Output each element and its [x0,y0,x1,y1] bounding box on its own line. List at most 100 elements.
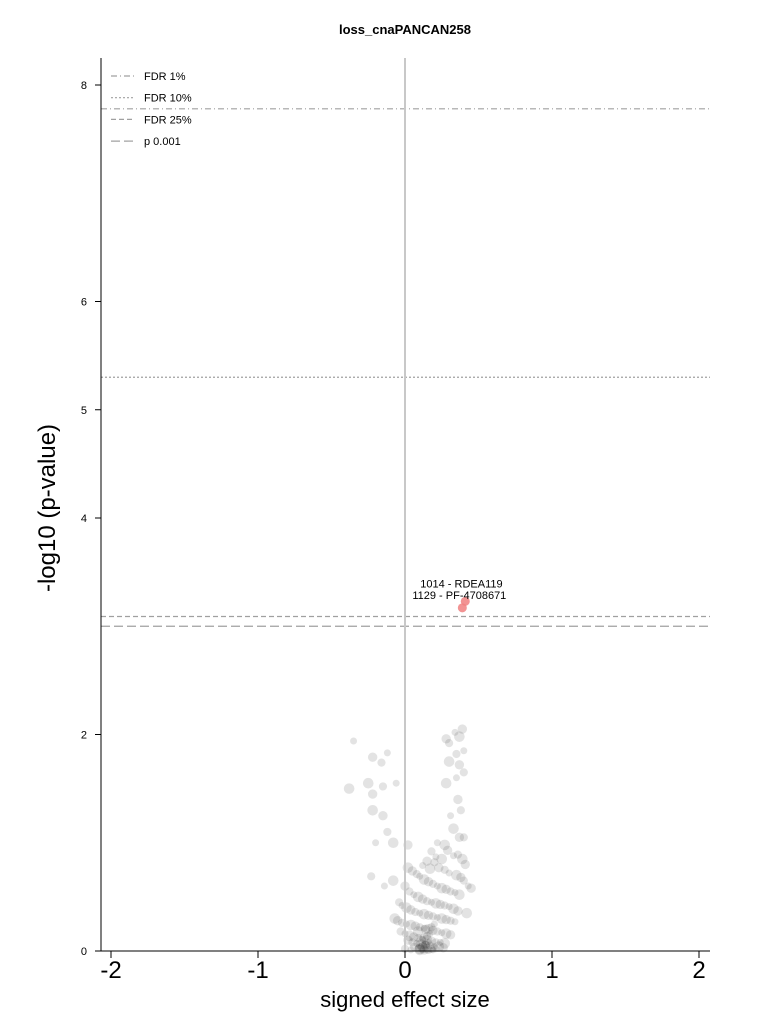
data-point [428,925,438,936]
data-point [423,877,434,887]
data-point [433,913,441,921]
data-point [387,837,399,849]
data-point [433,927,442,936]
data-point [414,944,422,952]
data-point [415,923,424,932]
data-point [410,891,418,899]
data-point [378,810,388,821]
x-axis-label: signed effect size [320,987,490,1012]
x-tick-label: 1 [545,957,558,984]
data-point [422,931,432,940]
data-point [404,930,415,942]
data-point [410,921,420,931]
data-point [412,891,424,903]
data-point [420,924,431,935]
data-point [448,823,459,834]
data-point [457,853,468,865]
data-point [457,724,468,734]
data-point [420,940,431,951]
data-point [430,858,439,867]
y-tick-label: 0 [81,946,87,958]
data-point [422,856,432,866]
x-axis-ticks: -2 -1 0 1 2 [100,951,706,984]
data-point [453,794,463,805]
data-point [447,812,455,820]
x-tick-label: -1 [247,957,268,984]
data-point [446,887,455,896]
data-point [459,768,468,777]
data-point [424,863,436,875]
data-point [443,756,455,767]
data-point [435,899,445,910]
data-point [431,938,440,947]
legend-label-3: p 0.001 [144,136,181,148]
data-point [452,774,460,782]
legend-label-2: FDR 25% [144,114,192,126]
data-point [407,946,415,954]
data-point [389,913,401,924]
data-point [413,939,421,947]
data-point [401,902,412,913]
data-point [442,845,453,856]
data-point [419,945,429,955]
data-point [445,739,454,748]
data-point [451,869,462,881]
data-point [436,913,448,924]
legend-label-1: FDR 10% [144,93,192,105]
data-point [451,728,459,736]
data-point [438,929,446,937]
data-point [407,866,418,876]
data-point [440,865,449,874]
data-point [425,938,433,946]
y-tick-label: 4 [81,513,87,525]
data-point [460,859,470,870]
data-point [378,782,388,791]
data-point [445,869,453,877]
data-point [432,853,440,861]
data-point [419,861,427,869]
data-point [434,862,444,873]
data-point [445,903,453,911]
data-point [430,898,442,909]
point-annotation-1: 1129 - PF-4708671 [412,590,506,602]
data-point [377,758,386,767]
data-point [427,898,435,906]
data-point [451,918,459,926]
data-point [433,941,445,952]
data-point [439,938,450,949]
data-point [423,910,434,920]
data-point [446,916,455,925]
data-point [428,912,438,921]
data-point [372,839,380,847]
data-point [454,731,465,742]
data-point [420,924,428,932]
data-point [454,760,465,770]
legend: FDR 1% FDR 10% FDR 25% p 0.001 [111,71,192,148]
data-point [419,935,427,943]
data-point [429,946,437,954]
data-point [424,945,433,955]
data-point [387,875,399,886]
data-point [452,749,461,759]
data-point [406,905,416,915]
data-point [343,783,355,794]
data-point [430,920,438,928]
data-point [367,804,378,816]
data-point [405,919,417,931]
data-point [460,747,468,755]
data-point [416,909,424,917]
data-point [433,882,441,890]
y-tick-label: 6 [81,297,87,309]
data-point [409,932,419,942]
data-point [453,906,463,916]
data-point [418,874,430,885]
y-axis-ticks: 0 2 4 5 6 8 [81,80,101,958]
data-point [417,942,428,954]
data-point [456,872,466,883]
data-point [392,779,400,787]
data-point [392,915,403,926]
data-point [412,870,421,879]
data-point [426,936,437,946]
